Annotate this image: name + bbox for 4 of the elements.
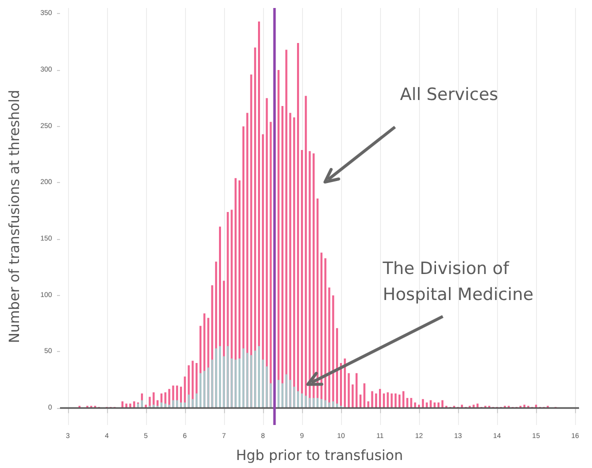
annotation: The Division of Hospital Medicine [382,258,534,308]
x-axis-title: Hgb prior to transfusion [236,448,403,464]
y-axis-title: Number of transfusions at threshold [7,90,23,344]
annotation: All Services [400,84,500,107]
